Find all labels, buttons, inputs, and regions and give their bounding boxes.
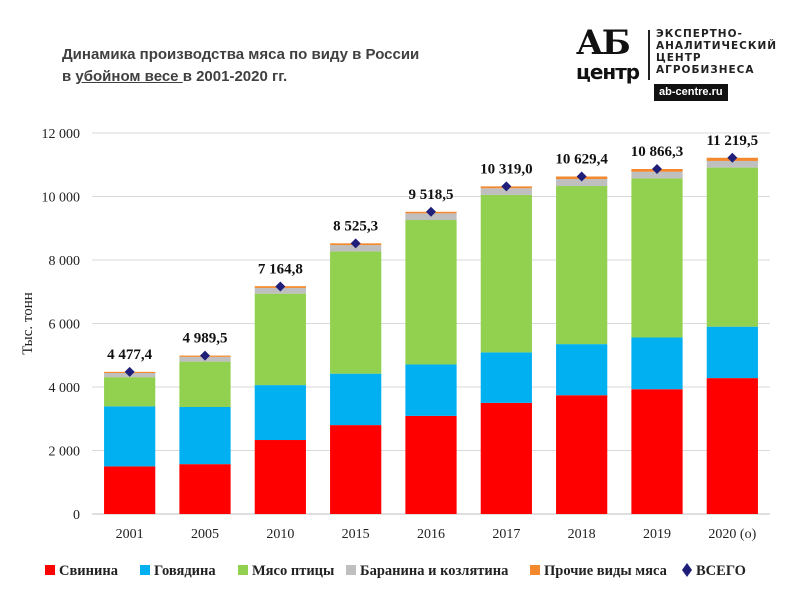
bar-segment bbox=[480, 188, 532, 195]
bar-segment bbox=[631, 171, 683, 179]
logo-divider bbox=[648, 30, 650, 80]
bar-segment bbox=[480, 352, 532, 403]
total-marker bbox=[426, 206, 436, 217]
logo-caption-line-1: ЭКСПЕРТНО- bbox=[656, 28, 743, 40]
legend-swatch bbox=[682, 563, 692, 577]
total-data-label: 11 219,5 bbox=[706, 133, 758, 149]
bar-segment bbox=[405, 219, 457, 365]
total-marker bbox=[501, 181, 512, 192]
bar-segment bbox=[631, 178, 683, 338]
total-data-label: 10 629,4 bbox=[555, 152, 608, 168]
ab-centre-logo: АБ центр ЭКСПЕРТНО- АНАЛИТИЧЕСКИЙ ЦЕНТР … bbox=[576, 23, 786, 101]
bar-segment bbox=[706, 160, 758, 168]
total-data-label: 4 477,4 bbox=[107, 347, 153, 363]
total-marker bbox=[727, 152, 738, 163]
x-tick-label: 2005 bbox=[191, 527, 219, 542]
bar-segment bbox=[706, 378, 758, 514]
total-data-label: 9 518,5 bbox=[409, 187, 454, 203]
logo-caption-line-3: ЦЕНТР bbox=[656, 52, 702, 64]
bar-segment bbox=[706, 326, 758, 379]
legend-label: ВСЕГО bbox=[696, 563, 746, 579]
chart-title: Динамика производства мяса по виду в Рос… bbox=[62, 44, 419, 88]
x-tick-label: 2017 bbox=[492, 527, 520, 542]
total-marker bbox=[124, 366, 135, 377]
x-tick-label: 2016 bbox=[417, 527, 445, 542]
legend-label: Свинина bbox=[59, 563, 119, 579]
bar-segment bbox=[556, 395, 608, 514]
y-tick-label: 8 000 bbox=[49, 254, 81, 269]
total-marker bbox=[576, 171, 587, 182]
logo-caption-line-2: АНАЛИТИЧЕСКИЙ bbox=[656, 40, 778, 52]
bar-segment bbox=[480, 402, 532, 514]
y-axis-label: Тыс. тонн bbox=[20, 292, 36, 355]
bar-segment bbox=[104, 406, 156, 467]
legend-label: Говядина bbox=[154, 563, 216, 579]
x-tick-label: 2001 bbox=[116, 527, 144, 542]
total-marker bbox=[350, 238, 361, 249]
total-data-label: 8 525,3 bbox=[333, 218, 378, 234]
bar-segment bbox=[556, 344, 608, 396]
bar-segment bbox=[480, 194, 532, 353]
bar-segment bbox=[179, 361, 231, 408]
total-data-label: 10 319,0 bbox=[480, 161, 533, 177]
logo-mark-big: АБ bbox=[576, 23, 631, 63]
legend-swatch bbox=[140, 565, 150, 575]
bar-segment bbox=[330, 425, 382, 514]
y-tick-label: 10 000 bbox=[42, 191, 81, 206]
logo-caption: ЭКСПЕРТНО- АНАЛИТИЧЕСКИЙ ЦЕНТР АГРОБИЗНЕ… bbox=[656, 28, 777, 76]
bar-segment bbox=[556, 179, 608, 187]
bar-segment bbox=[405, 415, 457, 514]
total-data-label: 4 989,5 bbox=[183, 331, 228, 347]
legend-swatch bbox=[45, 565, 55, 575]
total-marker bbox=[200, 350, 210, 361]
y-tick-label: 0 bbox=[73, 508, 80, 523]
bar-segment bbox=[405, 364, 457, 416]
logo-url: ab-centre.ru bbox=[654, 84, 728, 101]
legend-swatch bbox=[346, 565, 356, 575]
x-tick-label: 2019 bbox=[643, 527, 671, 542]
title-line-2: в убойном весе в 2001-2020 гг. bbox=[62, 66, 419, 88]
title-line-1: Динамика производства мяса по виду в Рос… bbox=[62, 46, 420, 63]
bar-segment bbox=[706, 167, 758, 327]
logo-mark-small: центр bbox=[576, 60, 640, 84]
total-data-label: 7 164,8 bbox=[258, 262, 303, 278]
bar-segment bbox=[631, 389, 683, 514]
y-tick-label: 2 000 bbox=[49, 445, 81, 460]
x-tick-label: 2010 bbox=[266, 527, 294, 542]
bar-segment bbox=[179, 407, 231, 465]
total-marker bbox=[275, 281, 286, 292]
bar-segment bbox=[556, 186, 608, 345]
bar-segment bbox=[330, 251, 382, 374]
bar-segment bbox=[330, 373, 382, 426]
y-tick-label: 6 000 bbox=[49, 318, 81, 333]
y-tick-label: 12 000 bbox=[42, 127, 81, 142]
x-tick-label: 2020 (о) bbox=[708, 527, 756, 542]
legend-label: Прочие виды мяса bbox=[544, 563, 668, 579]
title-line-2-underlined: убойном весе bbox=[75, 68, 183, 85]
legend-label: Мясо птицы bbox=[252, 563, 334, 579]
title-line-2-pre: в bbox=[62, 68, 76, 85]
bar-segment bbox=[179, 464, 231, 514]
bar-segment bbox=[104, 466, 156, 514]
bar-segment bbox=[254, 293, 306, 386]
bar-segment bbox=[254, 440, 306, 514]
total-data-label: 10 866,3 bbox=[631, 144, 684, 160]
legend-swatch bbox=[530, 565, 540, 575]
title-line-2-post: в 2001-2020 гг. bbox=[182, 68, 288, 85]
logo-caption-line-4: АГРОБИЗНЕСА bbox=[656, 64, 755, 76]
legend-label: Баранина и козлятина bbox=[360, 563, 509, 579]
total-marker bbox=[652, 163, 662, 174]
x-tick-label: 2015 bbox=[342, 527, 370, 542]
bar-segment bbox=[104, 377, 156, 407]
y-tick-label: 4 000 bbox=[49, 381, 81, 396]
legend-swatch bbox=[238, 565, 248, 575]
x-tick-label: 2018 bbox=[568, 527, 596, 542]
bar-segment bbox=[254, 385, 306, 441]
chart-legend: Свинина Говядина Мясо птицы Баранина и козл… bbox=[45, 563, 746, 579]
bar-segment bbox=[631, 337, 683, 390]
